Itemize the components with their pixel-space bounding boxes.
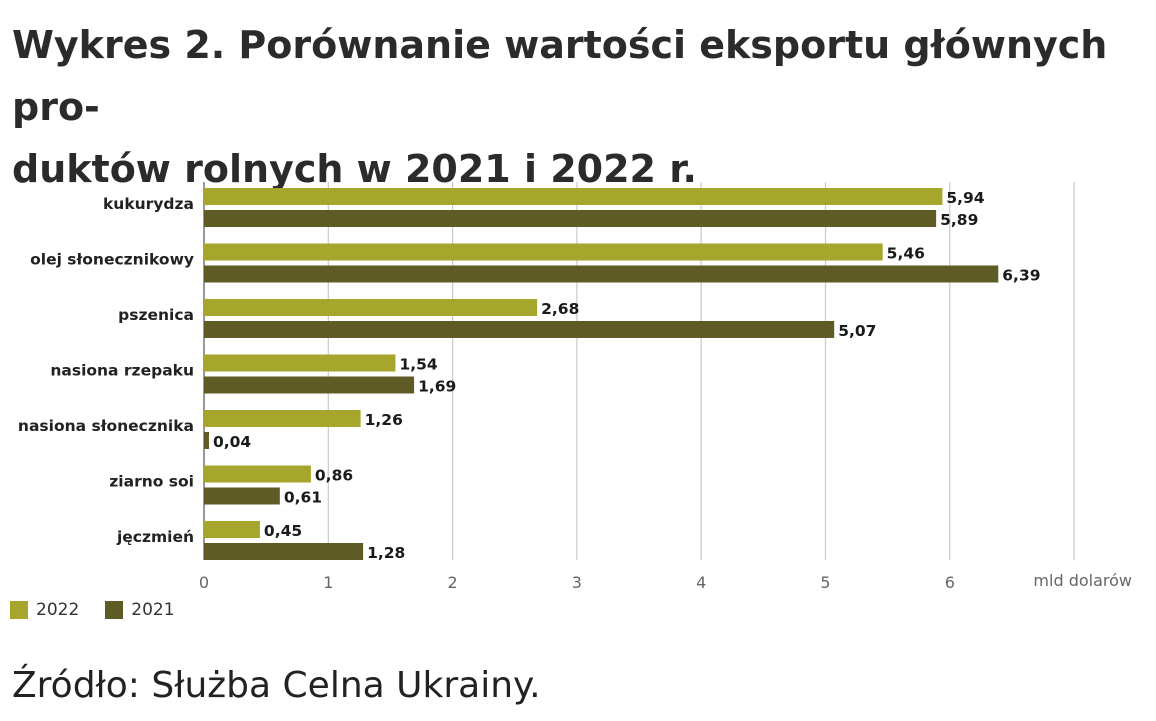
source-note: Źródło: Służba Celna Ukrainy. [12, 665, 541, 706]
chart-title-line-1: Wykres 2. Porównanie wartości eksportu g… [12, 23, 1108, 129]
x-tick-label-1: 1 [323, 573, 333, 592]
data-label-2022-4: 1,26 [365, 411, 403, 429]
x-tick-label-5: 5 [820, 573, 830, 592]
bar-2022-3 [204, 354, 396, 372]
data-label-2022-2: 2,68 [541, 300, 579, 318]
x-tick-label-6: 6 [945, 573, 955, 592]
bar-2022-5 [204, 465, 311, 483]
bar-2021-5 [204, 487, 280, 505]
bar-2022-2 [204, 299, 538, 316]
chart-title: Wykres 2. Porównanie wartości eksportu g… [12, 14, 1142, 200]
x-tick-label-3: 3 [572, 573, 582, 592]
data-label-2021-3: 1,69 [418, 378, 456, 396]
bar-2021-6 [204, 543, 364, 560]
legend-swatch-2021 [105, 601, 124, 619]
bar-2022-1 [204, 243, 883, 261]
x-axis-label: mld dolarów [1033, 571, 1132, 590]
category-label-0: kukurydza [103, 195, 194, 213]
data-label-2021-5: 0,61 [284, 489, 322, 507]
data-label-2021-1: 6,39 [1002, 267, 1040, 285]
data-label-2022-6: 0,45 [264, 522, 302, 540]
data-label-2021-2: 5,07 [838, 322, 876, 340]
bar-2021-1 [204, 265, 999, 283]
category-label-2: pszenica [118, 306, 194, 324]
category-label-6: jęczmień [116, 528, 194, 546]
data-label-2022-5: 0,86 [315, 467, 353, 485]
data-label-2021-0: 5,89 [940, 211, 978, 229]
category-label-4: nasiona słonecznika [18, 417, 194, 435]
bar-2021-3 [204, 376, 415, 394]
legend-item-2022: 2022 [10, 600, 79, 620]
x-tick-label-0: 0 [199, 573, 209, 592]
data-label-2022-3: 1,54 [399, 356, 437, 374]
category-label-1: olej słonecznikowy [30, 251, 194, 269]
bar-2021-2 [204, 321, 835, 338]
data-label-2021-4: 0,04 [213, 433, 251, 451]
x-tick-label-2: 2 [448, 573, 458, 592]
bar-2021-4 [204, 432, 209, 449]
category-label-5: ziarno soi [109, 473, 194, 491]
x-tick-label-4: 4 [696, 573, 706, 592]
category-label-3: nasiona rzepaku [50, 362, 194, 380]
legend-item-2021: 2021 [105, 600, 175, 620]
bar-2022-6 [204, 521, 260, 538]
bar-2022-4 [204, 410, 361, 427]
legend-label-2022: 2022 [36, 600, 80, 620]
bar-2022-0 [204, 188, 943, 205]
data-label-2021-6: 1,28 [367, 544, 405, 562]
legend-swatch-2022 [10, 601, 28, 619]
data-label-2022-1: 5,46 [887, 245, 925, 263]
legend-label-2021: 2021 [131, 600, 175, 620]
bar-chart: 0 1 2 3 4 5 6 mld dolarów kukurydza 5,94 5,89 olej … [18, 182, 1132, 592]
chart-legend: 2022 2021 [10, 600, 201, 620]
data-label-2022-0: 5,94 [946, 189, 984, 207]
bar-2021-0 [204, 210, 937, 227]
chart-title-line-2: duktów rolnych w 2021 i 2022 r. [12, 147, 697, 191]
